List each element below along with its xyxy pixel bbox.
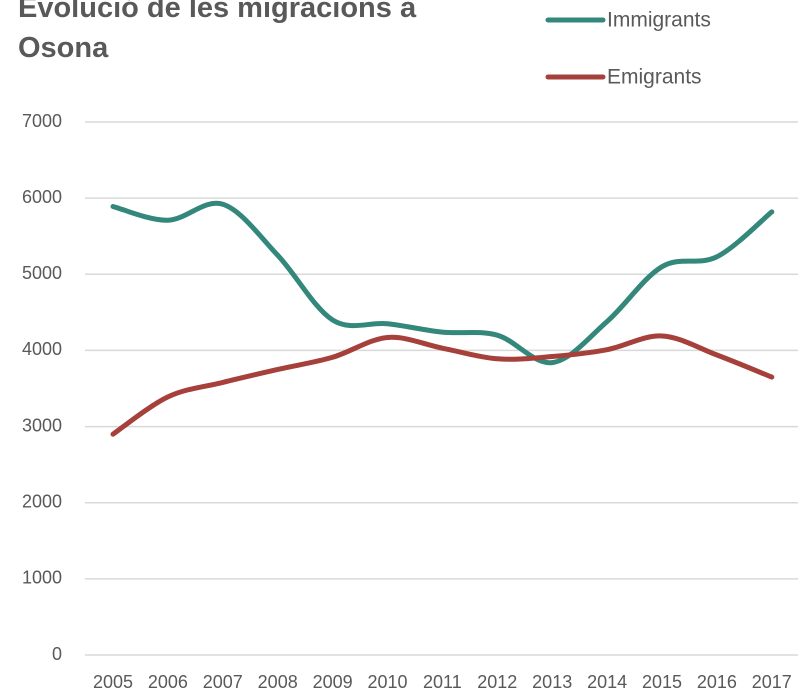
x-tick-label: 2009 — [313, 672, 353, 692]
x-tick-label: 2012 — [477, 672, 517, 692]
x-tick-label: 2006 — [148, 672, 188, 692]
x-tick-label: 2011 — [423, 672, 462, 692]
x-tick-label: 2005 — [93, 672, 133, 692]
x-tick-label: 2017 — [752, 672, 792, 692]
y-tick-label: 5000 — [22, 263, 62, 283]
x-tick-label: 2007 — [203, 672, 243, 692]
x-tick-label: 2010 — [367, 672, 407, 692]
y-tick-label: 2000 — [22, 491, 62, 511]
y-tick-label: 1000 — [22, 568, 62, 588]
y-tick-label: 6000 — [22, 187, 62, 207]
x-tick-label: 2015 — [642, 672, 682, 692]
y-tick-label: 7000 — [22, 111, 62, 131]
x-tick-label: 2014 — [587, 672, 627, 692]
legend-label: Immigrants — [607, 9, 711, 32]
y-tick-label: 4000 — [22, 339, 62, 359]
series-line — [110, 333, 775, 437]
x-tick-label: 2013 — [532, 672, 572, 692]
y-tick-label: 3000 — [22, 415, 62, 435]
series-line — [110, 200, 775, 366]
x-tick-label: 2016 — [697, 672, 737, 692]
y-tick-label: 0 — [52, 644, 62, 664]
legend-label: Emigrants — [607, 66, 702, 89]
chart-title: Evolució de les migracions a Osona — [18, 0, 417, 64]
x-tick-label: 2008 — [258, 672, 298, 692]
